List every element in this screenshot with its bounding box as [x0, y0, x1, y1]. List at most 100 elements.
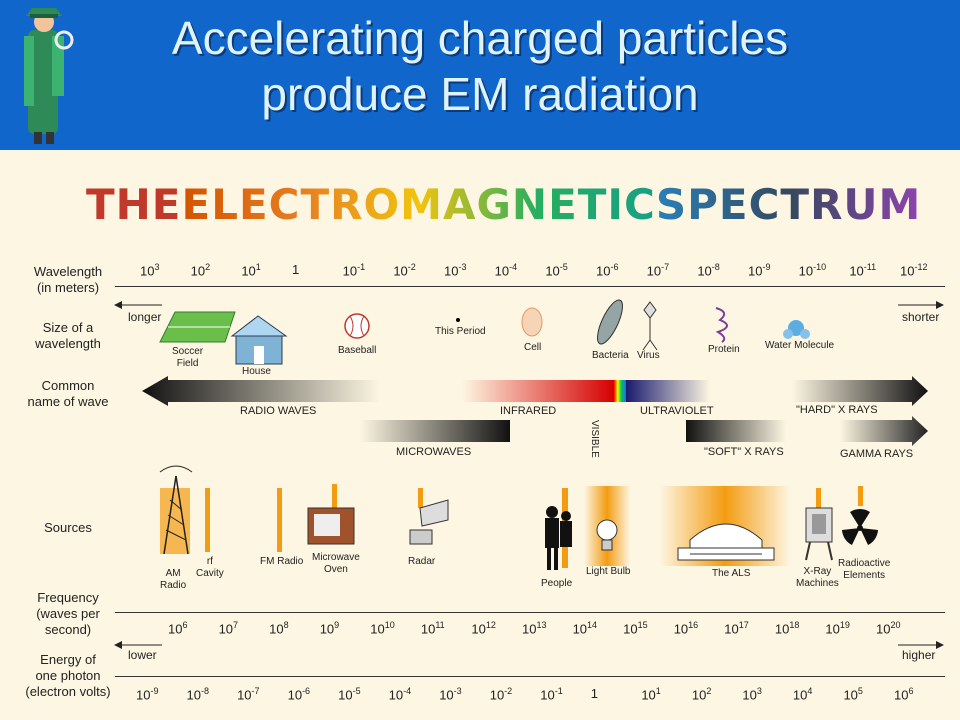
energy-tick-base: 10	[691, 687, 707, 703]
wavelength-tick-14: 10-11	[849, 262, 876, 278]
energy-tick-exp: -4	[403, 686, 412, 696]
shorter-label: shorter	[902, 310, 940, 324]
hard-xray-label: "HARD" X RAYS	[796, 404, 878, 416]
als-building-icon	[677, 523, 775, 561]
frequency-tick-13: 1019	[825, 620, 849, 636]
energy-tick-base: 10	[489, 687, 505, 703]
wavelength-tick-9: 10-6	[596, 262, 618, 278]
energy-tick-exp: 6	[908, 686, 914, 696]
wavelength-tick-4: 10-1	[343, 262, 365, 278]
frequency-tick-base: 10	[623, 621, 638, 637]
frequency-tick-base: 10	[168, 621, 183, 637]
frequency-tick-6: 1012	[471, 620, 495, 636]
energy-tick-base: 1	[590, 686, 599, 701]
frequency-tick-exp: 12	[485, 620, 496, 630]
energy-tick-exp: -7	[251, 686, 260, 696]
frequency-tick-base: 10	[774, 621, 790, 637]
frequency-tick-exp: 16	[688, 620, 699, 630]
frequency-tick-0: 106	[168, 620, 187, 636]
frequency-tick-8: 1014	[573, 620, 597, 636]
frequency-tick-base: 10	[471, 621, 486, 637]
frequency-tick-base: 10	[876, 621, 891, 637]
am-radio-label: AM Radio	[160, 568, 187, 591]
energy-tick-13: 104	[793, 686, 812, 702]
xray-machine-icon	[805, 488, 833, 561]
energy-tick-5: 10-4	[389, 686, 411, 702]
wavelength-tick-base: 10	[393, 263, 408, 279]
wavelength-tick-exp: -11	[863, 262, 877, 272]
frequency-tick-exp: 8	[283, 620, 289, 630]
wavelength-tick-base: 10	[697, 263, 712, 279]
cell-icon	[521, 307, 543, 337]
soccer-field-icon	[159, 311, 236, 343]
wavelength-tick-exp: -7	[661, 262, 670, 272]
ultraviolet-label: ULTRAVIOLET	[640, 405, 714, 417]
title-line-1: Accelerating charged particles	[171, 12, 789, 64]
row-label-wavelength: Wavelength (in meters)	[33, 264, 103, 295]
energy-tick-base: 10	[742, 687, 757, 703]
radioactive-icon	[842, 486, 878, 546]
energy-tick-9: 1	[591, 686, 598, 701]
detective-icon	[24, 8, 74, 144]
radar-label: Radar	[408, 556, 436, 567]
people-icon	[545, 506, 572, 570]
wavelength-tick-exp: 3	[154, 262, 160, 272]
heading-part-electromagnetic: ELECTROMAGNETIC	[181, 180, 656, 229]
row-label-energy: Energy of one photon (electron volts)	[25, 652, 111, 699]
wavelength-tick-0: 103	[140, 262, 159, 278]
energy-tick-exp: 1	[655, 686, 661, 696]
wavelength-tick-exp: -2	[407, 262, 416, 272]
frequency-tick-exp: 17	[738, 620, 749, 630]
energy-tick-base: 10	[136, 687, 151, 703]
als-label: The ALS	[712, 568, 751, 579]
wavelength-tick-base: 10	[140, 263, 155, 279]
wavelength-tick-base: 10	[190, 263, 206, 279]
house-icon	[230, 315, 288, 365]
wavelength-tick-5: 10-2	[393, 262, 415, 278]
slide-header: Accelerating charged particles produce E…	[0, 0, 960, 150]
wavelength-tick-base: 10	[849, 263, 864, 279]
frequency-tick-base: 10	[724, 621, 739, 637]
wavelength-tick-11: 10-8	[697, 262, 719, 278]
longer-label: longer	[128, 310, 162, 324]
frequency-tick-exp: 18	[789, 620, 800, 630]
wavelength-tick-base: 10	[748, 263, 763, 279]
energy-tick-base: 10	[792, 687, 808, 703]
frequency-tick-12: 1018	[775, 620, 799, 636]
row-label-frequency: Frequency (waves per second)	[36, 590, 100, 637]
energy-tick-base: 10	[641, 687, 656, 703]
energy-tick-base: 10	[388, 687, 404, 703]
wavelength-tick-15: 10-12	[900, 262, 927, 278]
wavelength-tick-exp: -10	[813, 262, 827, 272]
wavelength-tick-3: 1	[292, 262, 299, 277]
energy-tick-base: 10	[237, 687, 252, 703]
higher-label: higher	[902, 648, 936, 662]
wavelength-tick-base: 10	[241, 263, 256, 279]
wavelength-tick-base: 10	[646, 263, 662, 279]
frequency-tick-base: 10	[572, 621, 588, 637]
frequency-tick-3: 109	[320, 620, 339, 636]
frequency-tick-exp: 20	[890, 620, 901, 630]
wavelength-tick-13: 10-10	[799, 262, 826, 278]
water-molecule-icon	[783, 320, 810, 339]
wavelength-tick-base: 10	[900, 263, 915, 279]
energy-tick-exp: -1	[554, 686, 563, 696]
frequency-tick-base: 10	[218, 621, 234, 637]
frequency-tick-exp: 11	[435, 620, 445, 630]
virus-label: Virus	[637, 350, 660, 361]
frequency-tick-base: 10	[319, 621, 335, 637]
ultraviolet-band	[626, 380, 710, 402]
microwave-oven-icon	[307, 484, 355, 545]
row-label-sources: Sources	[44, 520, 92, 535]
wavelength-tick-8: 10-5	[545, 262, 567, 278]
radio-waves-label: RADIO WAVES	[240, 405, 317, 417]
virus-icon	[642, 301, 658, 351]
energy-tick-7: 10-2	[490, 686, 512, 702]
soft-xray-band	[686, 420, 786, 442]
energy-tick-base: 10	[843, 687, 858, 703]
infrared-label: INFRARED	[500, 405, 557, 417]
baseball-label: Baseball	[338, 345, 377, 356]
energy-tick-exp: -2	[504, 686, 513, 696]
